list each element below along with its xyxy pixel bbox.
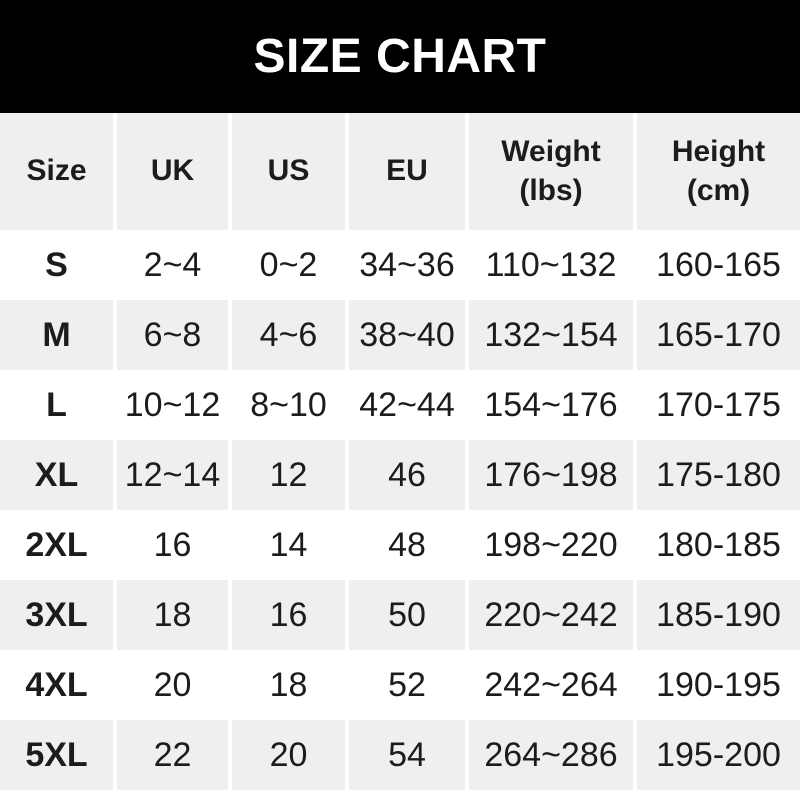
cell-weight: 220~242 <box>465 580 635 650</box>
cell-eu: 54 <box>345 720 467 790</box>
cell-size: 4XL <box>0 650 115 720</box>
header-cell-height: Height (cm) <box>633 113 800 230</box>
cell-uk: 18 <box>113 580 230 650</box>
cell-height: 160-165 <box>633 230 800 300</box>
header-cell-weight: Weight (lbs) <box>465 113 635 230</box>
header-cell-eu: EU <box>345 113 467 230</box>
cell-us: 8~10 <box>228 370 347 440</box>
cell-us: 18 <box>228 650 347 720</box>
cell-height: 165-170 <box>633 300 800 370</box>
cell-height: 185-190 <box>633 580 800 650</box>
cell-weight: 132~154 <box>465 300 635 370</box>
header-cell-size: Size <box>0 113 115 230</box>
cell-uk: 16 <box>113 510 230 580</box>
table-row-4xl: 4XL 20 18 52 242~264 190-195 <box>0 650 800 720</box>
cell-weight: 110~132 <box>465 230 635 300</box>
table-row-3xl: 3XL 18 16 50 220~242 185-190 <box>0 580 800 650</box>
cell-size: M <box>0 300 115 370</box>
cell-height: 190-195 <box>633 650 800 720</box>
cell-eu: 46 <box>345 440 467 510</box>
table-row-2xl: 2XL 16 14 48 198~220 180-185 <box>0 510 800 580</box>
size-chart-table: Size UK US EU Weight (lbs) Height (cm) S… <box>0 113 800 790</box>
cell-us: 12 <box>228 440 347 510</box>
cell-size: 2XL <box>0 510 115 580</box>
cell-size: XL <box>0 440 115 510</box>
cell-height: 175-180 <box>633 440 800 510</box>
cell-us: 20 <box>228 720 347 790</box>
cell-eu: 50 <box>345 580 467 650</box>
table-row-m: M 6~8 4~6 38~40 132~154 165-170 <box>0 300 800 370</box>
title-banner: SIZE CHART <box>0 0 800 113</box>
cell-eu: 42~44 <box>345 370 467 440</box>
table-body: S 2~4 0~2 34~36 110~132 160-165 M 6~8 4~… <box>0 230 800 790</box>
cell-uk: 10~12 <box>113 370 230 440</box>
cell-eu: 48 <box>345 510 467 580</box>
cell-us: 0~2 <box>228 230 347 300</box>
header-row: Size UK US EU Weight (lbs) Height (cm) <box>0 113 800 230</box>
cell-weight: 154~176 <box>465 370 635 440</box>
cell-size: 5XL <box>0 720 115 790</box>
cell-weight: 242~264 <box>465 650 635 720</box>
cell-us: 4~6 <box>228 300 347 370</box>
cell-weight: 264~286 <box>465 720 635 790</box>
cell-size: S <box>0 230 115 300</box>
cell-height: 180-185 <box>633 510 800 580</box>
header-cell-us: US <box>228 113 347 230</box>
cell-weight: 198~220 <box>465 510 635 580</box>
cell-uk: 22 <box>113 720 230 790</box>
cell-uk: 20 <box>113 650 230 720</box>
cell-uk: 2~4 <box>113 230 230 300</box>
cell-weight: 176~198 <box>465 440 635 510</box>
cell-size: 3XL <box>0 580 115 650</box>
cell-us: 16 <box>228 580 347 650</box>
page-title: SIZE CHART <box>253 29 547 83</box>
table-header: Size UK US EU Weight (lbs) Height (cm) <box>0 113 800 230</box>
cell-size: L <box>0 370 115 440</box>
table-row-l: L 10~12 8~10 42~44 154~176 170-175 <box>0 370 800 440</box>
header-cell-uk: UK <box>113 113 230 230</box>
table-row-s: S 2~4 0~2 34~36 110~132 160-165 <box>0 230 800 300</box>
cell-us: 14 <box>228 510 347 580</box>
table-row-xl: XL 12~14 12 46 176~198 175-180 <box>0 440 800 510</box>
cell-eu: 38~40 <box>345 300 467 370</box>
table-row-5xl: 5XL 22 20 54 264~286 195-200 <box>0 720 800 790</box>
cell-uk: 12~14 <box>113 440 230 510</box>
cell-eu: 34~36 <box>345 230 467 300</box>
cell-uk: 6~8 <box>113 300 230 370</box>
cell-height: 195-200 <box>633 720 800 790</box>
cell-height: 170-175 <box>633 370 800 440</box>
cell-eu: 52 <box>345 650 467 720</box>
